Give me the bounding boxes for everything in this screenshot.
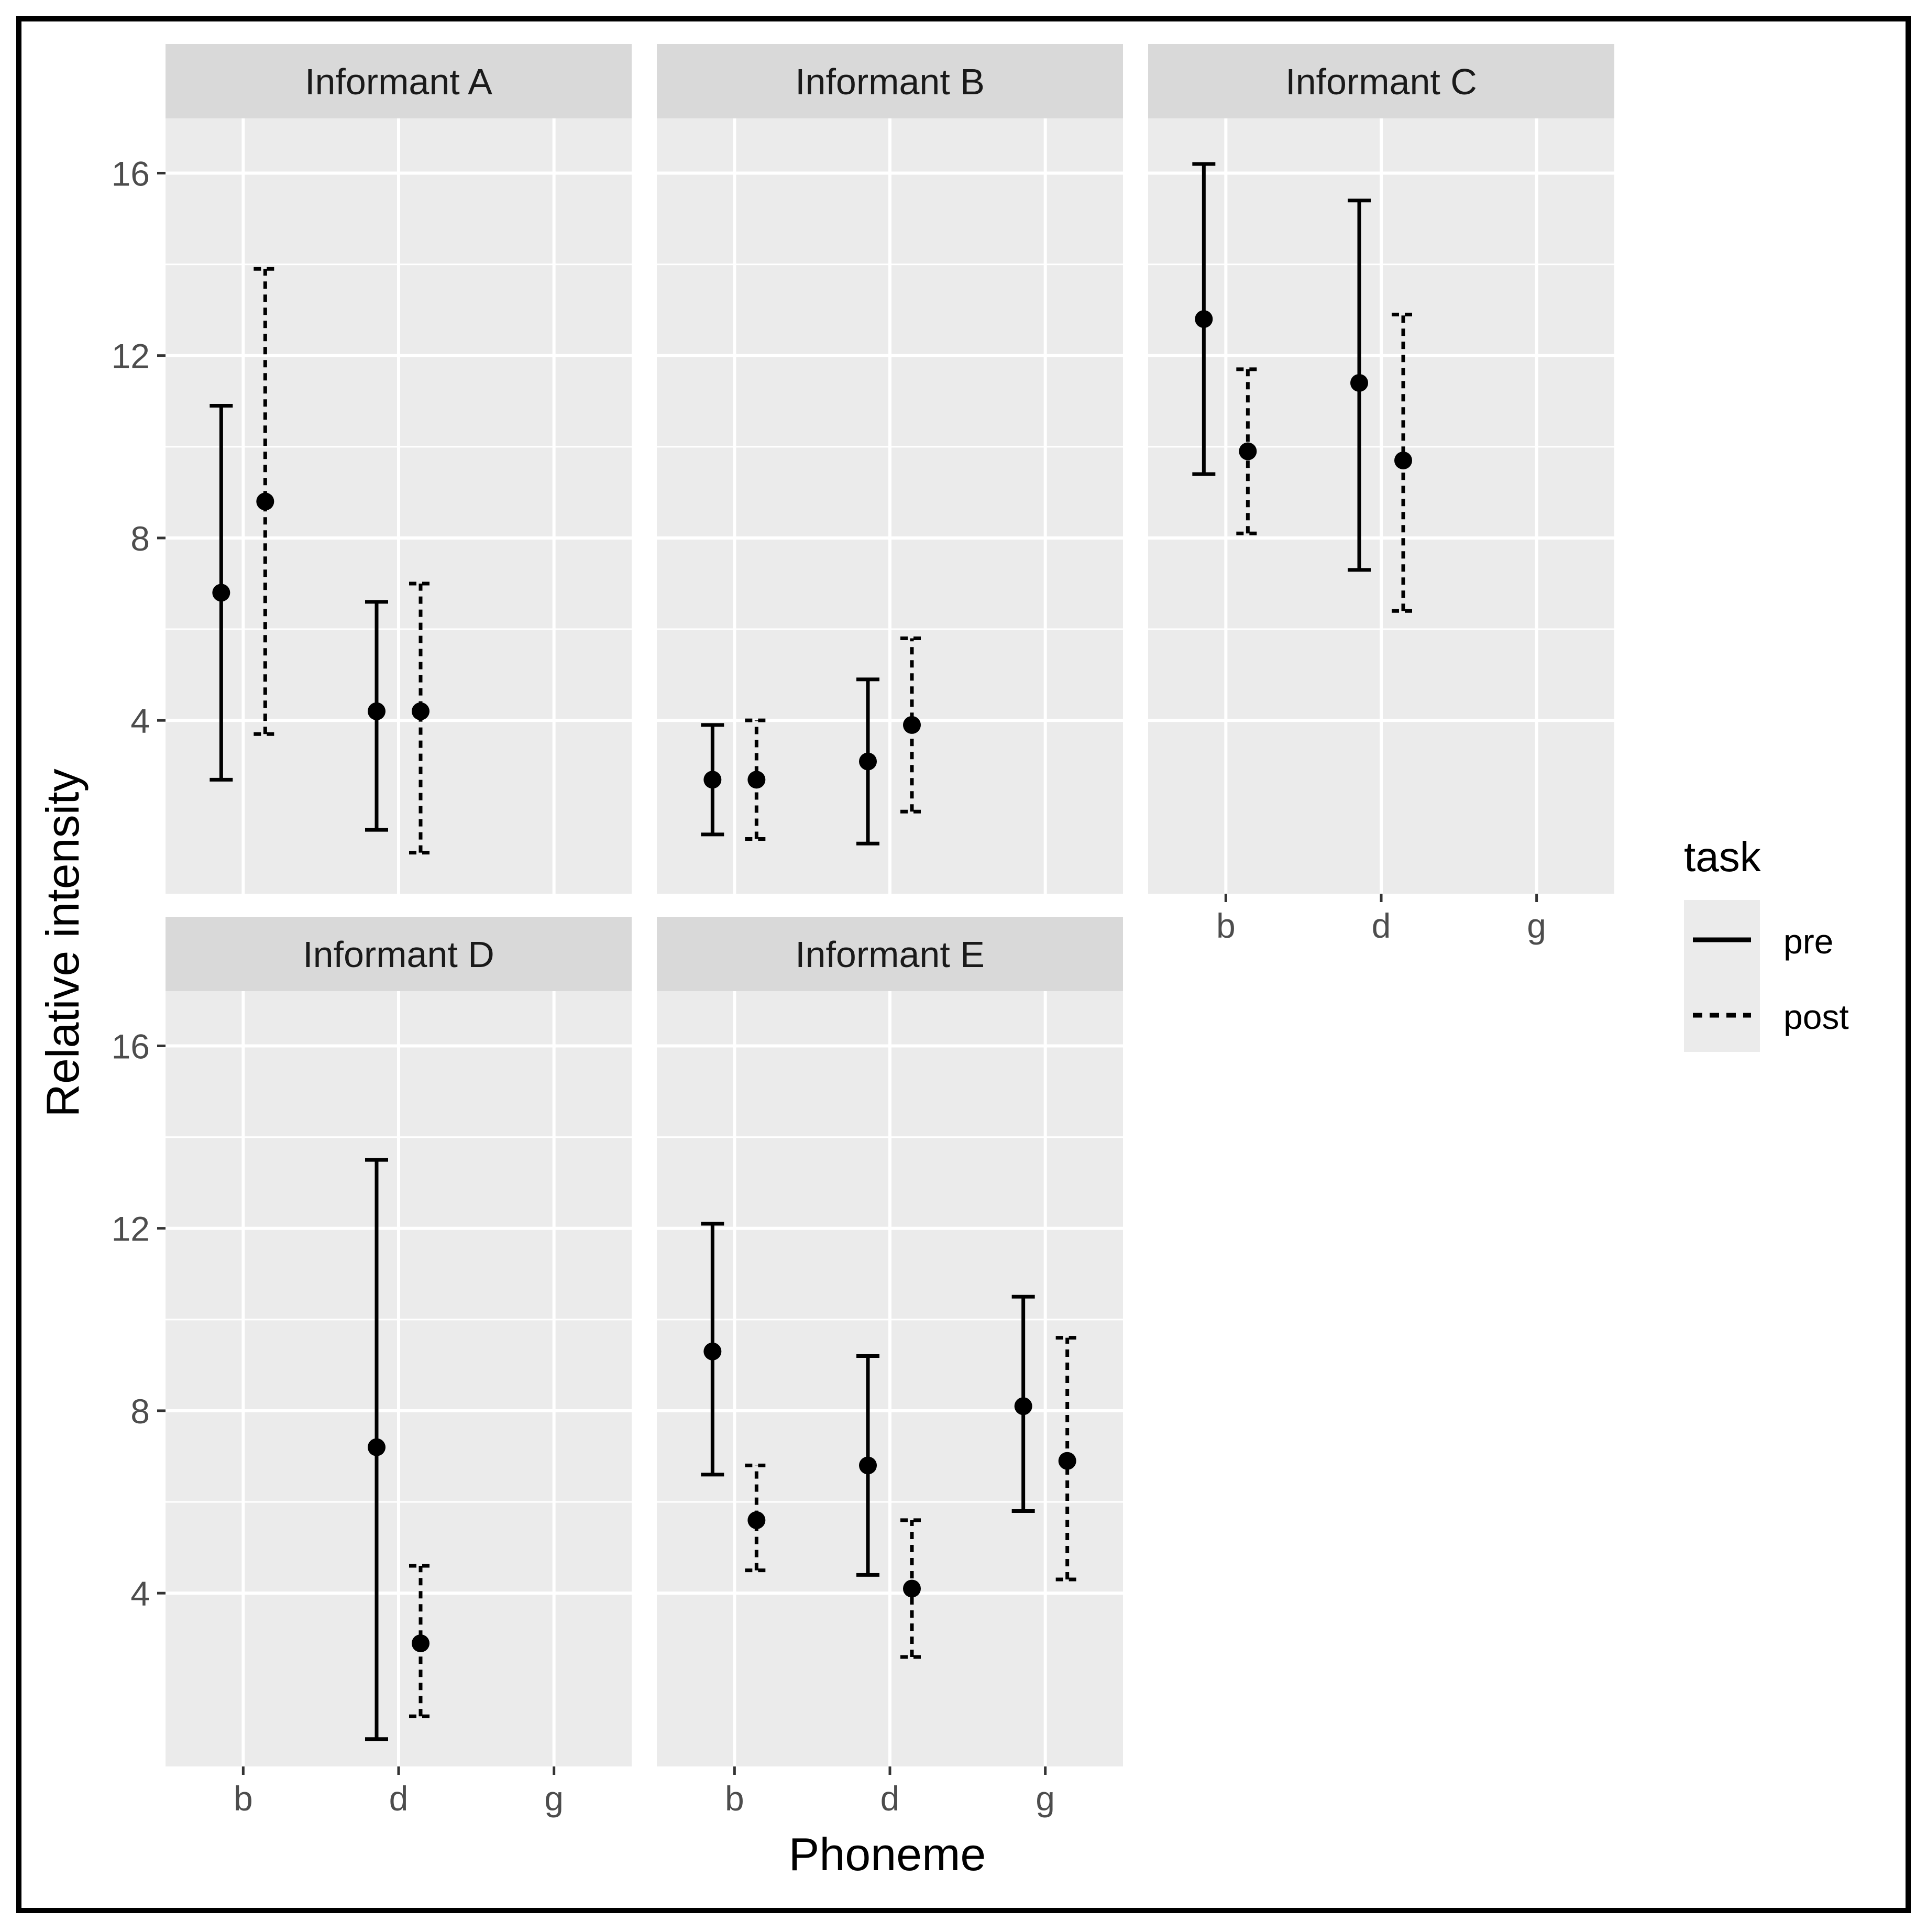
mean-point-d-post	[412, 702, 430, 720]
errorbar-d-post	[900, 636, 923, 814]
errorbar-d-pre	[365, 1158, 388, 1741]
errorbar-d-post	[409, 1564, 432, 1718]
panel-informant-c: Informant C b d g	[1148, 44, 1614, 945]
legend-key-background	[1684, 900, 1760, 1052]
panel-strip	[166, 917, 632, 991]
errorbar-d-pre	[856, 677, 879, 846]
errorbar-b-pre	[210, 403, 233, 782]
errorbar-g-pre	[1011, 1294, 1035, 1513]
mean-point-d-post	[412, 1634, 430, 1652]
mean-point-d-post	[1394, 451, 1412, 469]
panel-strip	[657, 917, 1123, 991]
mean-point-b-pre	[703, 771, 722, 789]
x-tick-label: b	[725, 1779, 744, 1818]
x-tick-label: d	[1372, 906, 1391, 945]
errorbar-b-post	[1236, 367, 1260, 535]
legend-label-post: post	[1783, 997, 1849, 1036]
mean-point-b-post	[256, 492, 274, 511]
errorbar-b-post	[745, 1463, 768, 1573]
mean-point-b-pre	[1195, 310, 1213, 328]
panel-informant-d: Informant D 4 8 12 16 b d g	[112, 917, 632, 1818]
x-tick-label: d	[880, 1779, 900, 1818]
mean-point-b-post	[747, 771, 766, 789]
panel-title-informant-e: Informant E	[795, 934, 985, 975]
errorbar-b-pre	[1192, 162, 1216, 476]
mean-point-g-post	[1058, 1452, 1076, 1470]
figure-border	[16, 16, 1911, 1913]
errorbar-d-pre	[856, 1354, 879, 1577]
errorbar-b-post	[254, 267, 277, 736]
panel-informant-b: Informant B	[657, 44, 1123, 894]
y-axis-title: Relative intensity	[37, 769, 89, 1117]
mean-point-d-pre	[368, 1438, 386, 1456]
panel-title-informant-c: Informant C	[1285, 61, 1477, 102]
errorbar-b-post	[745, 718, 768, 841]
errorbar-b-pre	[701, 723, 724, 837]
errorbar-g-post	[1055, 1336, 1079, 1582]
mean-point-d-pre	[1350, 374, 1368, 392]
mean-point-d-pre	[368, 702, 386, 720]
mean-point-b-pre	[212, 584, 230, 602]
y-tick-label: 12	[112, 337, 150, 376]
mean-point-g-pre	[1014, 1397, 1032, 1415]
legend: task pre post	[1684, 833, 1849, 1052]
errorbar-d-post	[1392, 312, 1415, 613]
panels-layer: Informant A 4 8 12 16 Informant B Informant C b…	[112, 44, 1614, 1818]
x-tick-label: b	[234, 1779, 253, 1818]
mean-point-b-post	[747, 1511, 766, 1529]
panel-informant-e: Informant E b d g	[657, 917, 1123, 1818]
y-tick-label: 4	[130, 1574, 150, 1613]
mean-point-b-pre	[703, 1342, 722, 1360]
panel-strip	[1148, 44, 1614, 118]
errorbar-d-post	[409, 581, 432, 855]
panel-title-informant-a: Informant A	[305, 61, 492, 102]
errorbar-d-pre	[365, 600, 388, 832]
x-tick-label: b	[1216, 906, 1236, 945]
legend-title: task	[1684, 833, 1761, 880]
panel-strip	[166, 44, 632, 118]
y-tick-label: 8	[130, 1392, 150, 1431]
x-tick-label: d	[389, 1779, 409, 1818]
panel-informant-a: Informant A 4 8 12 16	[112, 44, 632, 894]
y-tick-label: 4	[130, 701, 150, 740]
errorbar-b-pre	[701, 1222, 724, 1477]
x-tick-label: g	[544, 1779, 564, 1818]
errorbar-d-pre	[1348, 199, 1371, 572]
mean-point-b-post	[1239, 442, 1257, 460]
panel-title-informant-b: Informant B	[795, 61, 985, 102]
y-tick-label: 12	[112, 1210, 150, 1248]
mean-point-d-post	[903, 716, 921, 734]
mean-point-d-post	[903, 1579, 921, 1598]
panel-title-informant-d: Informant D	[303, 934, 494, 975]
panel-strip	[657, 44, 1123, 118]
mean-point-d-pre	[859, 1456, 877, 1475]
y-tick-label: 8	[130, 519, 150, 558]
legend-label-pre: pre	[1783, 922, 1833, 961]
x-tick-label: g	[1036, 1779, 1055, 1818]
y-tick-label: 16	[112, 1027, 150, 1066]
errorbar-d-post	[900, 1518, 923, 1659]
x-axis-title: Phoneme	[789, 1828, 986, 1880]
mean-point-d-pre	[859, 752, 877, 771]
y-tick-label: 16	[112, 154, 150, 193]
x-tick-label: g	[1527, 906, 1546, 945]
